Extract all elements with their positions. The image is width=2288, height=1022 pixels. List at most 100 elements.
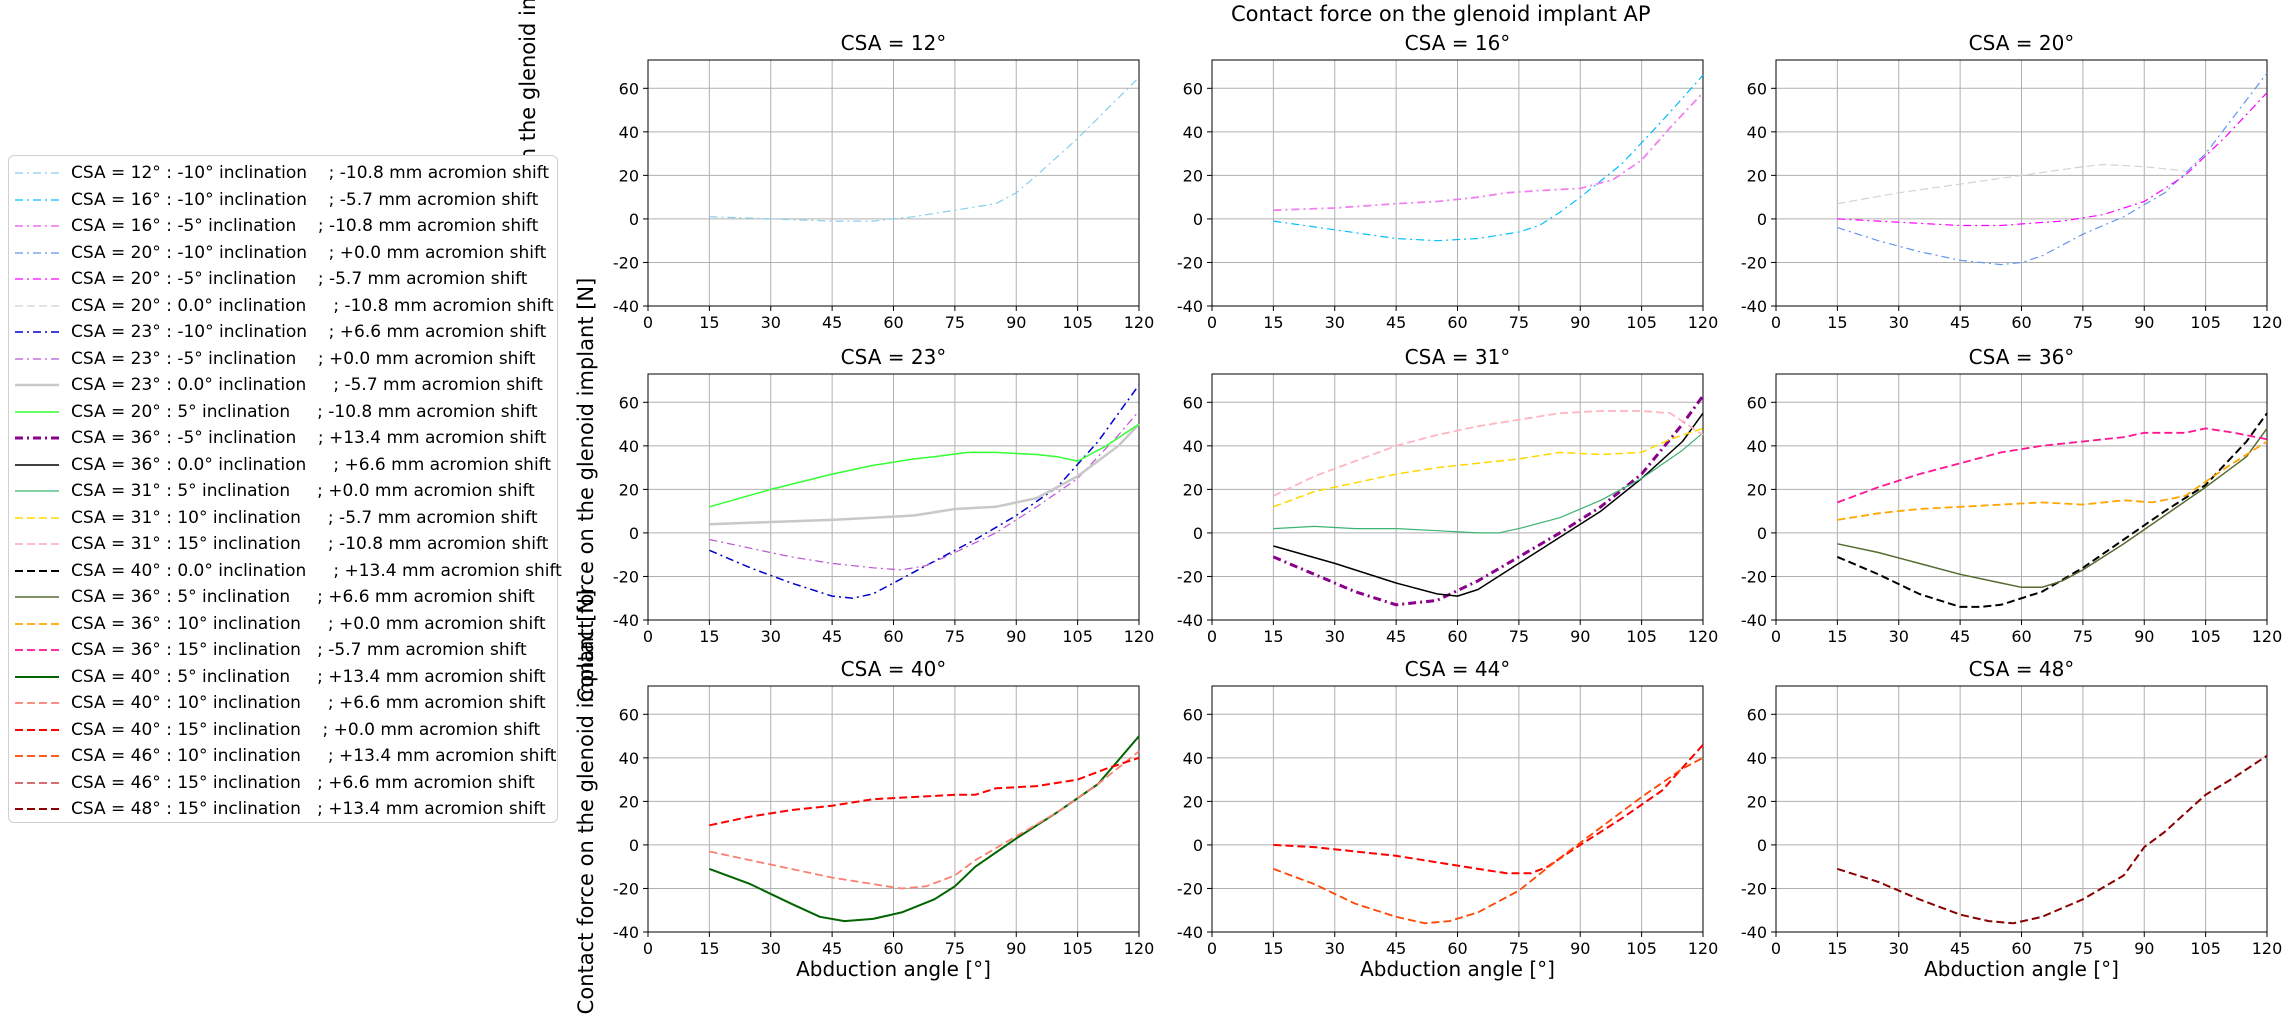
series-line bbox=[1837, 72, 2268, 266]
legend-swatch bbox=[15, 357, 59, 360]
x-tick-label: 30 bbox=[761, 313, 781, 332]
y-tick-label: 40 bbox=[1747, 123, 1767, 142]
legend-label: CSA = 40° : 5° inclination ; +13.4 mm ac… bbox=[71, 666, 546, 687]
legend-item: CSA = 36° : -5° inclination ; +13.4 mm a… bbox=[15, 425, 546, 451]
legend-item: CSA = 40° : 10° inclination ; +6.6 mm ac… bbox=[15, 690, 546, 716]
legend-label: CSA = 23° : -5° inclination ; +0.0 mm ac… bbox=[71, 348, 536, 369]
y-tick-label: 20 bbox=[619, 166, 639, 185]
y-tick-label: 0 bbox=[1757, 524, 1767, 543]
series-line bbox=[709, 735, 1140, 923]
series-line bbox=[1273, 92, 1704, 212]
x-tick-label: 0 bbox=[643, 313, 653, 332]
legend-label: CSA = 36° : 10° inclination ; +0.0 mm ac… bbox=[71, 613, 546, 634]
legend-label: CSA = 12° : -10° inclination ; -10.8 mm … bbox=[71, 163, 550, 183]
legend-swatch bbox=[15, 225, 59, 227]
x-tick-label: 15 bbox=[1827, 313, 1847, 332]
x-tick-label: 60 bbox=[1447, 939, 1467, 958]
x-tick-label: 90 bbox=[1006, 627, 1026, 646]
y-tick-label: -20 bbox=[613, 253, 639, 272]
x-tick-label: 15 bbox=[1827, 627, 1847, 646]
legend-label: CSA = 16° : -5° inclination ; -10.8 mm a… bbox=[71, 216, 539, 236]
y-tick-label: 40 bbox=[619, 123, 639, 142]
x-tick-label: 105 bbox=[1626, 939, 1657, 958]
x-tick-label: 0 bbox=[1207, 939, 1217, 958]
chart-panel: 0 15 30 45 60 75 90 105 120 -40 -20 0 20 40 60 CSA = 40… bbox=[613, 657, 1154, 981]
y-tick-label: 60 bbox=[619, 393, 639, 412]
x-tick-label: 75 bbox=[2073, 627, 2093, 646]
x-tick-label: 90 bbox=[1006, 939, 1026, 958]
chart-title: CSA = 16° bbox=[1405, 31, 1511, 55]
legend-item: CSA = 20° : 0.0° inclination ; -10.8 mm … bbox=[15, 293, 554, 319]
x-tick-label: 0 bbox=[1771, 313, 1781, 332]
legend-swatch bbox=[15, 198, 59, 201]
legend-swatch bbox=[15, 622, 59, 625]
legend-label: CSA = 23° : 0.0° inclination ; -5.7 mm a… bbox=[71, 375, 543, 395]
y-tick-label: 20 bbox=[1183, 480, 1203, 499]
legend-label: CSA = 46° : 15° inclination ; +6.6 mm ac… bbox=[71, 772, 535, 793]
x-tick-label: 75 bbox=[1509, 939, 1529, 958]
x-tick-label: 15 bbox=[1827, 939, 1847, 958]
y-tick-label: 0 bbox=[1193, 836, 1203, 855]
x-tick-label: 120 bbox=[2252, 313, 2283, 332]
y-tick-label: -40 bbox=[1741, 923, 1767, 942]
y-tick-label: 20 bbox=[619, 480, 639, 499]
y-tick-label: -40 bbox=[1177, 923, 1203, 942]
chart-panel: 0 15 30 45 60 75 90 105 120 -40 -20 0 20 40 60 CSA = 44… bbox=[1177, 657, 1718, 981]
x-tick-label: 90 bbox=[2134, 939, 2154, 958]
legend-swatch bbox=[15, 569, 59, 572]
legend-item: CSA = 31° : 10° inclination ; -5.7 mm ac… bbox=[15, 505, 538, 531]
x-tick-label: 30 bbox=[1325, 313, 1345, 332]
y-tick-label: -20 bbox=[1741, 567, 1767, 586]
x-tick-label: 15 bbox=[1263, 313, 1283, 332]
x-tick-label: 0 bbox=[643, 627, 653, 646]
legend-item: CSA = 46° : 15° inclination ; +6.6 mm ac… bbox=[15, 770, 535, 796]
legend-label: CSA = 40° : 0.0° inclination ; +13.4 mm … bbox=[71, 560, 562, 581]
y-tick-label: 0 bbox=[629, 210, 639, 229]
x-tick-label: 120 bbox=[1688, 627, 1719, 646]
x-tick-label: 90 bbox=[1570, 313, 1590, 332]
x-tick-label: 120 bbox=[1688, 939, 1719, 958]
series-line bbox=[1273, 432, 1704, 534]
y-tick-label: 20 bbox=[1183, 166, 1203, 185]
x-tick-label: 60 bbox=[2011, 939, 2031, 958]
x-tick-label: 90 bbox=[1006, 313, 1026, 332]
chart-title: CSA = 23° bbox=[841, 345, 947, 369]
x-tick-label: 75 bbox=[945, 939, 965, 958]
chart-title: CSA = 20° bbox=[1969, 31, 2075, 55]
y-tick-label: 60 bbox=[1747, 393, 1767, 412]
legend-swatch bbox=[15, 436, 59, 440]
y-tick-label: -40 bbox=[613, 297, 639, 316]
x-axis-label: Abduction angle [°] bbox=[796, 957, 991, 981]
legend-swatch bbox=[15, 543, 59, 545]
series-line bbox=[709, 750, 1140, 890]
y-tick-label: 20 bbox=[1747, 480, 1767, 499]
x-tick-label: 60 bbox=[2011, 313, 2031, 332]
series-line bbox=[1273, 744, 1704, 875]
x-tick-label: 0 bbox=[1207, 313, 1217, 332]
x-tick-label: 45 bbox=[1386, 313, 1406, 332]
y-tick-label: 40 bbox=[1747, 749, 1767, 768]
y-tick-label: -20 bbox=[613, 879, 639, 898]
legend-label: CSA = 36° : 5° inclination ; +6.6 mm acr… bbox=[71, 587, 535, 607]
chart-panel: 0 15 30 45 60 75 90 105 120 -40 -20 0 20 40 60 CSA = 12… bbox=[613, 31, 1154, 332]
x-tick-label: 75 bbox=[2073, 313, 2093, 332]
y-tick-label: 20 bbox=[619, 792, 639, 811]
chart-title: CSA = 44° bbox=[1405, 657, 1511, 681]
x-tick-label: 105 bbox=[2190, 939, 2221, 958]
legend-label: CSA = 31° : 5° inclination ; +0.0 mm acr… bbox=[71, 481, 535, 501]
y-axis-label-row-3: Contact force on the glenoid implant [N] bbox=[574, 589, 598, 1015]
y-tick-label: 0 bbox=[1193, 524, 1203, 543]
figure-canvas: 0 15 30 45 60 75 90 105 120 -40 -20 0 20 40 60 CSA = 12… bbox=[613, 31, 2283, 981]
x-tick-label: 120 bbox=[2252, 939, 2283, 958]
y-tick-label: -40 bbox=[613, 611, 639, 630]
x-axis-label: Abduction angle [°] bbox=[1360, 957, 1555, 981]
x-tick-label: 45 bbox=[822, 627, 842, 646]
legend-swatch bbox=[15, 596, 59, 598]
x-tick-label: 60 bbox=[883, 627, 903, 646]
legend: CSA = 12° : -10° inclination ; -10.8 mm … bbox=[8, 155, 562, 823]
legend-swatch bbox=[15, 490, 59, 492]
legend-swatch bbox=[15, 463, 59, 466]
legend-swatch bbox=[15, 728, 59, 731]
legend-item: CSA = 31° : 15° inclination ; -10.8 mm a… bbox=[15, 531, 548, 557]
x-axis-label: Abduction angle [°] bbox=[1924, 957, 2119, 981]
